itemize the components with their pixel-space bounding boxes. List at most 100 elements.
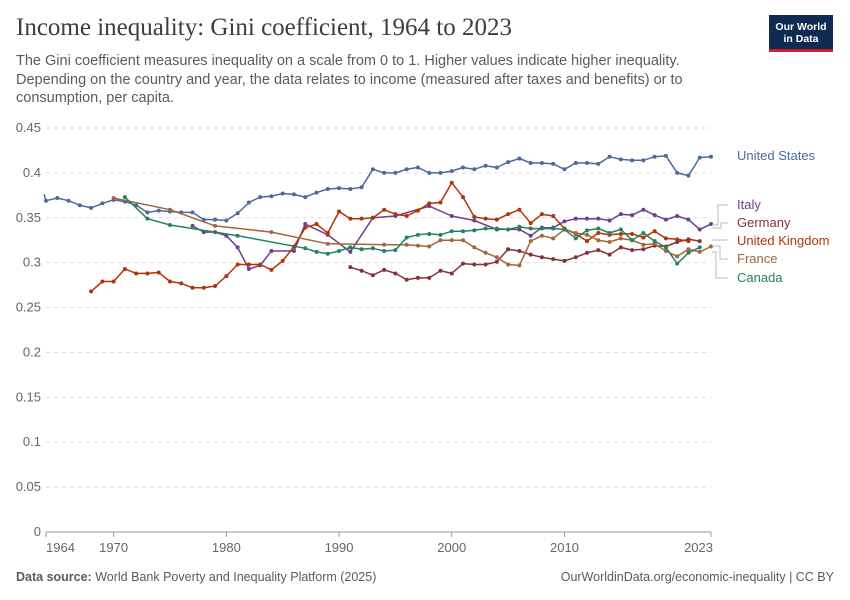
data-point xyxy=(630,158,635,163)
grid-layer: 0 0.05 0.1 0.15 0.2 0.25 0.3 0.35 0.4 0.45 1964 197… xyxy=(16,120,713,555)
series-label: Canada xyxy=(737,270,783,285)
data-point xyxy=(494,259,499,264)
y-tick-label: 0 xyxy=(34,524,41,539)
data-point xyxy=(596,161,601,166)
data-point xyxy=(483,163,488,168)
data-point xyxy=(461,238,466,243)
data-point xyxy=(235,245,240,250)
data-point xyxy=(258,262,263,267)
data-source-text[interactable]: World Bank Poverty and Inequality Platfo… xyxy=(95,570,377,584)
data-source: Data source: World Bank Poverty and Ineq… xyxy=(16,570,376,584)
owid-logo[interactable]: Our World in Data xyxy=(769,15,833,52)
data-point xyxy=(348,245,353,250)
data-point xyxy=(280,191,285,196)
data-point xyxy=(675,254,680,259)
series-line xyxy=(43,155,712,222)
data-point xyxy=(585,228,590,233)
x-tick-label: 2010 xyxy=(550,540,579,555)
data-point xyxy=(359,268,364,273)
data-point xyxy=(303,222,308,227)
data-point xyxy=(404,167,409,172)
data-point xyxy=(122,266,127,271)
data-point xyxy=(506,262,511,267)
data-point xyxy=(562,219,567,224)
data-point xyxy=(303,246,308,251)
data-point xyxy=(89,289,94,294)
data-point xyxy=(77,203,82,208)
x-tick-label: 1980 xyxy=(212,540,241,555)
data-point xyxy=(382,267,387,272)
data-point xyxy=(337,209,342,214)
data-point xyxy=(201,285,206,290)
data-point xyxy=(393,170,398,175)
data-point xyxy=(461,195,466,200)
series-label: Germany xyxy=(737,215,791,230)
data-point xyxy=(382,207,387,212)
data-point xyxy=(438,268,443,273)
data-point xyxy=(359,216,364,221)
data-source-label: Data source: xyxy=(16,570,92,584)
label-connector xyxy=(712,251,728,279)
data-point xyxy=(472,214,477,219)
source-url[interactable]: OurWorldinData.org/economic-inequality |… xyxy=(560,570,834,584)
x-tick-label: 1970 xyxy=(99,540,128,555)
logo-line-2: in Data xyxy=(783,33,819,45)
data-point xyxy=(517,156,522,161)
data-point xyxy=(291,248,296,253)
data-point xyxy=(506,247,511,252)
data-point xyxy=(506,160,511,165)
data-point xyxy=(506,212,511,217)
data-point xyxy=(596,238,601,243)
data-point xyxy=(427,201,432,206)
data-point xyxy=(562,227,567,232)
data-point xyxy=(449,180,454,185)
data-point xyxy=(472,218,477,223)
data-point xyxy=(483,262,488,267)
data-point xyxy=(179,281,184,286)
data-point xyxy=(573,255,578,260)
data-point xyxy=(630,231,635,236)
data-point xyxy=(44,198,48,203)
data-point xyxy=(348,216,353,221)
data-point xyxy=(145,210,150,215)
data-point xyxy=(246,262,251,267)
data-point xyxy=(325,231,330,236)
data-point xyxy=(303,195,308,200)
data-point xyxy=(517,263,522,268)
data-point xyxy=(427,275,432,280)
x-tick-label: 2000 xyxy=(437,540,466,555)
data-point xyxy=(551,161,556,166)
data-point xyxy=(314,249,319,254)
data-point xyxy=(641,231,646,236)
data-point xyxy=(111,279,116,284)
data-point xyxy=(630,213,635,218)
data-point xyxy=(663,245,668,250)
logo-line-1: Our World xyxy=(775,21,827,33)
label-connector xyxy=(712,204,728,226)
data-point xyxy=(663,217,668,222)
data-point xyxy=(190,285,195,290)
data-point xyxy=(461,165,466,170)
data-point xyxy=(607,240,612,245)
data-point xyxy=(641,158,646,163)
data-point xyxy=(167,222,172,227)
data-point xyxy=(269,194,274,199)
data-point xyxy=(415,165,420,170)
data-point xyxy=(213,223,218,228)
data-point xyxy=(438,238,443,243)
data-point xyxy=(359,185,364,190)
data-point xyxy=(325,251,330,256)
data-point xyxy=(382,170,387,175)
data-point xyxy=(337,186,342,191)
data-point xyxy=(472,167,477,172)
data-point xyxy=(607,231,612,236)
data-point xyxy=(415,243,420,248)
data-point xyxy=(630,238,635,243)
data-point xyxy=(618,236,623,241)
y-tick-label: 0.35 xyxy=(16,210,41,225)
series-line xyxy=(113,197,712,267)
data-point xyxy=(382,242,387,247)
data-point xyxy=(641,247,646,252)
data-point xyxy=(246,266,251,271)
data-point xyxy=(449,169,454,174)
